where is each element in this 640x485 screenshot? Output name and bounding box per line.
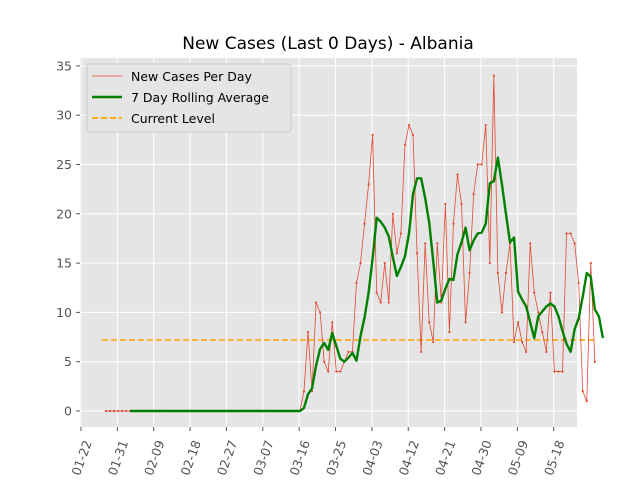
daily-cases-point xyxy=(306,331,310,334)
legend: New Cases Per Day 7 Day Rolling Average … xyxy=(86,63,292,133)
daily-cases-point xyxy=(117,409,120,413)
y-tick-label: 35 xyxy=(56,58,72,73)
daily-cases-point xyxy=(496,271,499,275)
daily-cases-point xyxy=(537,311,540,314)
daily-cases-point xyxy=(569,232,572,235)
daily-cases-point xyxy=(504,271,508,275)
daily-cases-point xyxy=(420,350,423,353)
daily-cases-point xyxy=(553,370,556,373)
chart-title: New Cases (Last 0 Days) - Albania xyxy=(182,34,474,54)
daily-cases-point xyxy=(359,262,362,265)
daily-cases-point xyxy=(415,252,419,255)
daily-cases-point xyxy=(472,192,475,196)
daily-cases-point xyxy=(424,242,427,245)
daily-cases-point xyxy=(448,331,451,334)
daily-cases-point xyxy=(500,311,504,314)
daily-cases-point xyxy=(480,163,483,166)
daily-cases-point xyxy=(331,321,334,324)
daily-cases-point xyxy=(112,409,116,413)
daily-cases-point xyxy=(557,370,560,373)
daily-cases-point xyxy=(383,262,386,265)
daily-cases-point xyxy=(108,409,112,413)
daily-cases-point xyxy=(432,340,435,344)
daily-cases-point xyxy=(363,222,366,225)
daily-cases-point xyxy=(395,252,398,255)
y-tick-label: 5 xyxy=(64,354,72,369)
daily-cases-point xyxy=(391,212,394,215)
daily-cases-point xyxy=(302,390,306,393)
daily-cases-point xyxy=(529,242,532,245)
daily-cases-point xyxy=(403,143,407,146)
daily-cases-point xyxy=(512,340,516,344)
legend-label-daily: New Cases Per Day xyxy=(131,69,252,84)
daily-cases-point xyxy=(484,123,487,127)
daily-cases-point xyxy=(456,173,459,176)
daily-cases-point xyxy=(375,291,378,294)
daily-cases-point xyxy=(347,350,350,353)
daily-cases-point xyxy=(314,301,318,304)
daily-cases-point xyxy=(533,291,536,294)
daily-cases-point xyxy=(379,301,382,304)
daily-cases-point xyxy=(492,74,495,77)
daily-cases-point xyxy=(585,400,588,403)
daily-cases-point xyxy=(335,370,338,373)
daily-cases-point xyxy=(545,350,548,353)
daily-cases-point xyxy=(476,163,479,166)
y-tick-label: 0 xyxy=(64,404,72,419)
y-tick-label: 20 xyxy=(56,206,72,221)
daily-cases-point xyxy=(327,370,330,373)
legend-label-current: Current Level xyxy=(131,111,215,126)
daily-cases-point xyxy=(460,202,463,206)
daily-cases-point xyxy=(339,370,342,373)
daily-cases-point xyxy=(323,360,326,363)
daily-cases-point xyxy=(581,390,584,393)
daily-cases-point xyxy=(516,321,520,324)
daily-cases-point xyxy=(399,232,403,235)
daily-cases-point xyxy=(411,133,415,137)
daily-cases-point xyxy=(589,262,592,265)
daily-cases-point xyxy=(428,321,431,324)
y-tick-label: 15 xyxy=(56,256,72,271)
rolling-average-line xyxy=(130,156,605,413)
y-tick-label: 25 xyxy=(56,157,72,172)
legend-label-rolling: 7 Day Rolling Average xyxy=(131,90,269,105)
daily-cases-point xyxy=(573,242,576,245)
daily-cases-point xyxy=(121,409,124,413)
legend-box xyxy=(86,63,292,133)
daily-cases-point xyxy=(436,242,439,245)
daily-cases-point xyxy=(319,311,322,314)
daily-cases-point xyxy=(452,222,455,225)
daily-cases-point xyxy=(125,409,128,413)
daily-cases-point xyxy=(468,271,471,275)
daily-cases-point xyxy=(355,281,358,284)
y-tick-label: 10 xyxy=(56,305,72,320)
daily-cases-point xyxy=(488,262,491,265)
daily-cases-point xyxy=(104,409,108,413)
daily-cases-point xyxy=(541,331,544,334)
daily-cases-point xyxy=(371,133,374,137)
daily-cases-point xyxy=(593,360,596,363)
daily-cases-point xyxy=(577,281,580,284)
daily-cases-point xyxy=(565,232,568,235)
daily-cases-point xyxy=(549,291,552,294)
data-layer xyxy=(101,74,605,413)
daily-cases-point xyxy=(444,202,447,206)
daily-cases-point xyxy=(561,370,564,373)
y-tick-label: 30 xyxy=(56,108,72,123)
daily-cases-point xyxy=(464,321,467,324)
daily-cases-point xyxy=(407,123,411,127)
daily-cases-point xyxy=(521,340,524,344)
daily-cases-point xyxy=(525,350,528,353)
daily-cases-point xyxy=(387,301,390,304)
daily-cases-point xyxy=(367,183,370,186)
